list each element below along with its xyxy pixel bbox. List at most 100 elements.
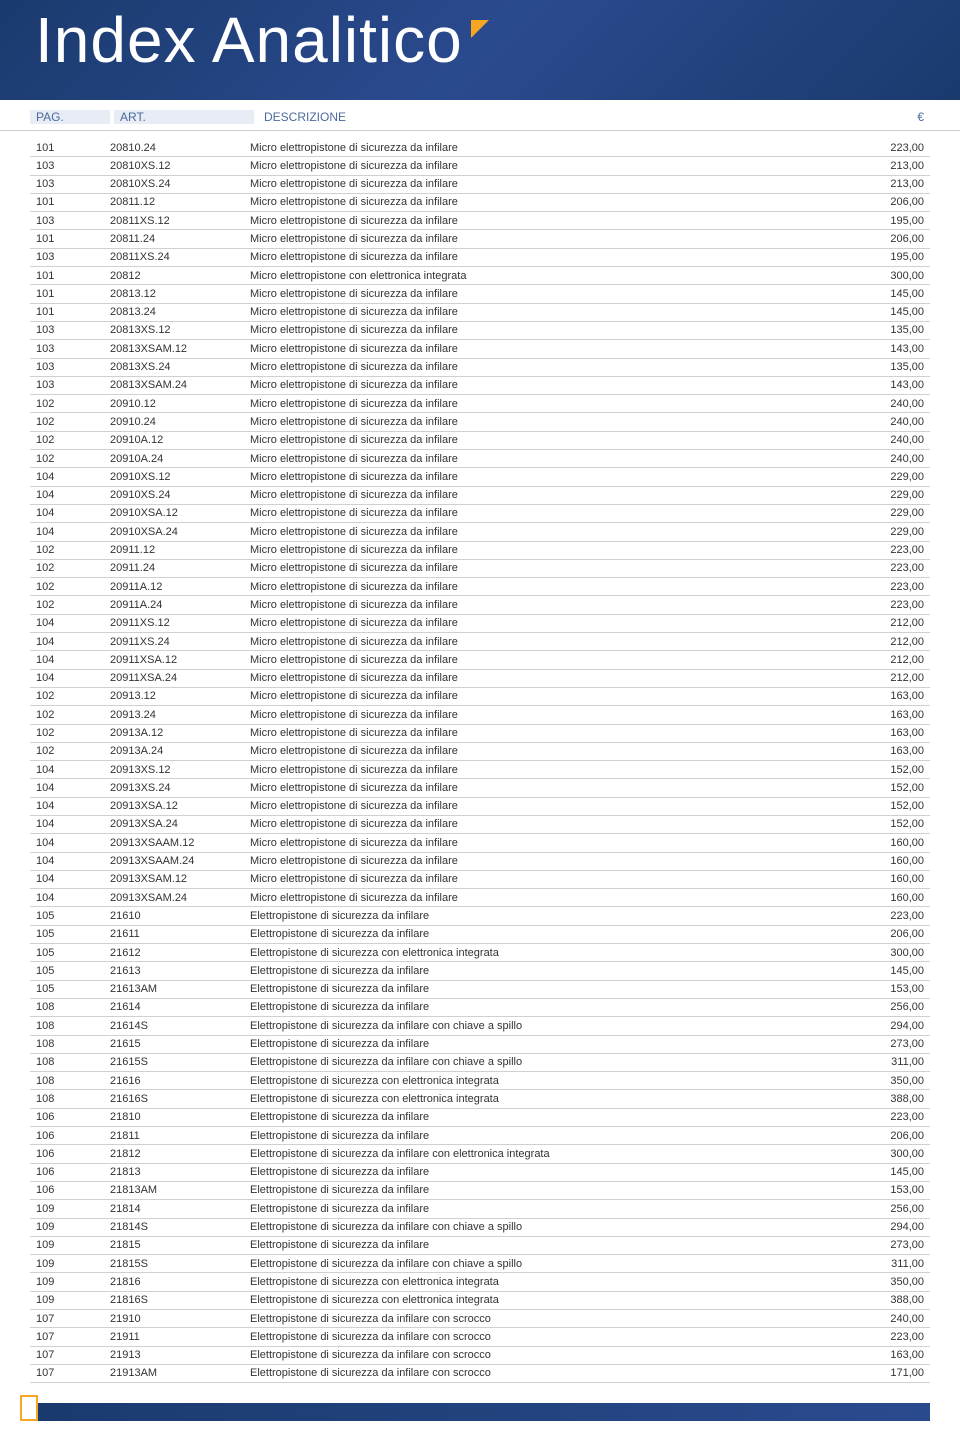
cell-art: 21813AM [110,1183,250,1197]
cell-art: 21614 [110,1000,250,1014]
cell-art: 20910XSA.24 [110,525,250,539]
cell-desc: Micro elettropistone di sicurezza da inf… [250,433,850,447]
cell-desc: Elettropistone di sicurezza da infilare [250,1238,850,1252]
cell-price: 294,00 [850,1019,930,1033]
cell-desc: Micro elettropistone di sicurezza da inf… [250,598,850,612]
cell-price: 388,00 [850,1092,930,1106]
cell-desc: Elettropistone di sicurezza da infilare … [250,1147,850,1161]
cell-art: 21815S [110,1257,250,1271]
cell-desc: Micro elettropistone di sicurezza da inf… [250,817,850,831]
cell-pag: 107 [30,1330,110,1344]
cell-pag: 102 [30,415,110,429]
cell-art: 20811.24 [110,232,250,246]
table-row: 10721913AMElettropistone di sicurezza da… [30,1365,930,1383]
cell-pag: 107 [30,1366,110,1380]
cell-desc: Micro elettropistone di sicurezza da inf… [250,378,850,392]
cell-art: 21816 [110,1275,250,1289]
cell-price: 160,00 [850,872,930,886]
cell-art: 20810XS.12 [110,159,250,173]
table-row: 10220913.12Micro elettropistone di sicur… [30,688,930,706]
cell-desc: Elettropistone di sicurezza da infilare [250,909,850,923]
title-text: Index Analitico [35,4,463,76]
cell-desc: Elettropistone di sicurezza con elettron… [250,1293,850,1307]
cell-pag: 103 [30,159,110,173]
cell-art: 21612 [110,946,250,960]
cell-pag: 105 [30,909,110,923]
cell-pag: 105 [30,982,110,996]
cell-art: 20913.24 [110,708,250,722]
cell-art: 21615S [110,1055,250,1069]
cell-art: 21615 [110,1037,250,1051]
cell-desc: Micro elettropistone di sicurezza da inf… [250,635,850,649]
cell-art: 20813XS.12 [110,323,250,337]
cell-price: 212,00 [850,635,930,649]
cell-pag: 103 [30,360,110,374]
cell-art: 20911A.12 [110,580,250,594]
table-row: 10320810XS.12Micro elettropistone di sic… [30,157,930,175]
cell-price: 213,00 [850,177,930,191]
cell-desc: Micro elettropistone di sicurezza da inf… [250,726,850,740]
cell-art: 20911A.24 [110,598,250,612]
cell-pag: 104 [30,781,110,795]
table-row: 10420913XS.24Micro elettropistone di sic… [30,779,930,797]
cell-pag: 104 [30,653,110,667]
cell-art: 20812 [110,269,250,283]
cell-art: 20913.12 [110,689,250,703]
col-header-art: ART. [114,110,254,124]
table-row: 10420911XSA.24Micro elettropistone di si… [30,670,930,688]
table-row: 10921814Elettropistone di sicurezza da i… [30,1200,930,1218]
table-row: 10521612Elettropistone di sicurezza con … [30,944,930,962]
cell-art: 21810 [110,1110,250,1124]
cell-price: 153,00 [850,1183,930,1197]
cell-pag: 102 [30,397,110,411]
cell-pag: 109 [30,1257,110,1271]
cell-desc: Elettropistone di sicurezza da infilare … [250,1348,850,1362]
cell-price: 152,00 [850,781,930,795]
table-row: 10420911XSA.12Micro elettropistone di si… [30,651,930,669]
table-row: 10821614SElettropistone di sicurezza da … [30,1017,930,1035]
table-row: 10120811.12Micro elettropistone di sicur… [30,194,930,212]
cell-price: 223,00 [850,141,930,155]
cell-desc: Elettropistone di sicurezza con elettron… [250,1275,850,1289]
table-row: 10921815SElettropistone di sicurezza da … [30,1255,930,1273]
table-row: 10220910.24Micro elettropistone di sicur… [30,413,930,431]
cell-pag: 102 [30,689,110,703]
cell-price: 212,00 [850,653,930,667]
cell-desc: Elettropistone di sicurezza da infilare … [250,1257,850,1271]
table-row: 10821614Elettropistone di sicurezza da i… [30,999,930,1017]
cell-pag: 106 [30,1110,110,1124]
cell-price: 240,00 [850,397,930,411]
cell-pag: 104 [30,891,110,905]
table-row: 10420913XS.12Micro elettropistone di sic… [30,761,930,779]
cell-pag: 104 [30,506,110,520]
cell-desc: Micro elettropistone di sicurezza da inf… [250,744,850,758]
cell-art: 20910XSA.12 [110,506,250,520]
cell-art: 20813XS.24 [110,360,250,374]
cell-art: 20813XSAM.12 [110,342,250,356]
table-row: 10220911A.12Micro elettropistone di sicu… [30,578,930,596]
cell-price: 223,00 [850,1330,930,1344]
cell-art: 21611 [110,927,250,941]
cell-price: 206,00 [850,195,930,209]
cell-art: 20811XS.12 [110,214,250,228]
cell-pag: 107 [30,1348,110,1362]
cell-art: 20913XSAAM.12 [110,836,250,850]
cell-pag: 104 [30,635,110,649]
cell-desc: Elettropistone di sicurezza da infilare [250,1000,850,1014]
cell-pag: 109 [30,1202,110,1216]
cell-desc: Elettropistone di sicurezza da infilare [250,1183,850,1197]
cell-art: 20911XSA.24 [110,671,250,685]
cell-art: 20911XS.24 [110,635,250,649]
cell-desc: Micro elettropistone di sicurezza da inf… [250,872,850,886]
cell-desc: Micro elettropistone di sicurezza da inf… [250,159,850,173]
cell-pag: 105 [30,946,110,960]
cell-price: 294,00 [850,1220,930,1234]
cell-desc: Elettropistone di sicurezza da infilare [250,1129,850,1143]
cell-art: 21913 [110,1348,250,1362]
table-header: PAG. ART. DESCRIZIONE € [0,104,960,131]
cell-pag: 105 [30,964,110,978]
cell-pag: 104 [30,836,110,850]
cell-desc: Micro elettropistone di sicurezza da inf… [250,323,850,337]
table-row: 10120812Micro elettropistone con elettro… [30,267,930,285]
cell-price: 300,00 [850,269,930,283]
